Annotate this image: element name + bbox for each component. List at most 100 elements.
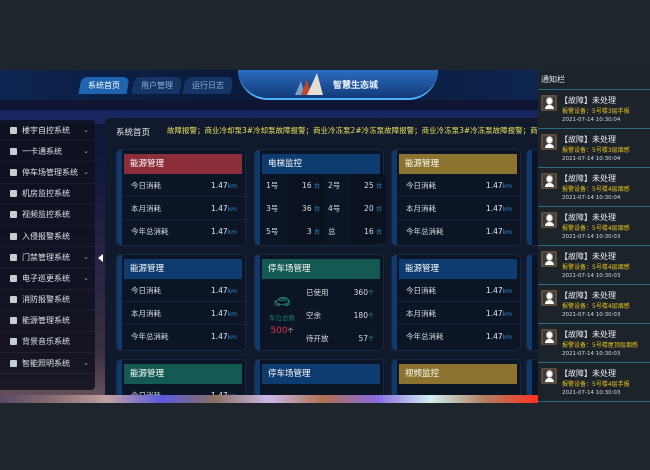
tab-users[interactable]: 用户管理 (131, 77, 183, 94)
energy-row: 本月消耗 1.47km (397, 302, 520, 325)
camera-icon (10, 211, 17, 219)
chevron-down-icon[interactable]: ⌄ (83, 253, 89, 262)
sidebar-item[interactable]: 视频监控系统 (0, 205, 95, 226)
home-icon (10, 190, 17, 198)
notification-item[interactable]: 【故障】未处理 报警设备：5号楼3层手报 2021-07-14 10:30:04 (538, 90, 650, 129)
chevron-down-icon[interactable]: ⌄ (83, 147, 89, 156)
notification-title: 通知栏 (538, 70, 650, 90)
elevator-grid: 1号 16 台 2号 25 台 3号 36 台 4号 20 台 5号 3 台总 16 台 (262, 174, 386, 243)
energy-row: 今年总消耗 1.47km (406, 227, 512, 236)
card-header: 能源管理 (399, 259, 517, 279)
dashboard-card[interactable] (527, 150, 538, 245)
notification-item[interactable]: 【故障】未处理 报警设备：5号楼4层手报 2021-07-14 10:30:03 (538, 363, 650, 402)
main-panel: 系统首页 故障报警；商业冷却泵3#冷却泵故障报警；商业冷冻泵2#冷冻泵故障报警；… (105, 118, 538, 400)
elevator-label: 3号 (266, 204, 279, 213)
sidebar-item[interactable]: 停车场管理系统 ⌄ (0, 162, 95, 184)
sidebar: 楼宇自控系统 ⌄ 一卡通系统 ⌄ 停车场管理系统 ⌄ 机房监控系统 视频监控系统 入侵报警系统门… (0, 120, 95, 390)
avatar-icon (541, 290, 557, 306)
elevator-label: 1号 (266, 181, 279, 190)
sidebar-item[interactable]: 门禁管理系统 ⌄ (0, 247, 95, 269)
notification-item[interactable]: 【故障】未处理 报警设备：5号楼4层烟感 2021-07-14 10:30:03 (538, 246, 650, 285)
sidebar-item[interactable]: 电子巡更系统 ⌄ (0, 268, 95, 290)
dashboard-card[interactable] (527, 255, 538, 350)
elevator-value: 16 台 (288, 174, 324, 197)
card-header: 停车场管理 (262, 364, 380, 384)
sidebar-item[interactable]: 智能照明系统 ⌄ (0, 353, 95, 375)
notification-item[interactable]: 【故障】未处理 报警设备：5号楼4层烟感 2021-07-14 10:30:03 (538, 207, 650, 246)
energy-row: 本月消耗 1.47km (397, 197, 520, 220)
avatar-icon (541, 173, 557, 189)
parking-row: 空余 180个 (306, 311, 374, 320)
parking-row: 已使用 360个 (306, 288, 374, 297)
energy-row: 今年总消耗 1.47km (131, 227, 237, 236)
notification-item[interactable]: 【故障】未处理 报警设备：5号楼3层烟感 2021-07-14 10:30:04 (538, 129, 650, 168)
sidebar-item[interactable]: 机房监控系统 (0, 184, 95, 205)
elevator-label: 5号 (266, 227, 279, 236)
energy-icon (10, 317, 17, 325)
dashboard-card[interactable]: 电梯监控 1号 16 台 2号 25 台 3号 36 台 4号 20 台 5号 3 台总 16 台 (255, 150, 386, 245)
brand-band: 智慧生态城 (238, 70, 438, 100)
notification-panel: 通知栏 【故障】未处理 报警设备：5号楼3层手报 2021-07-14 10:30:… (538, 70, 650, 403)
card-header: 能源管理 (399, 154, 517, 174)
elevator-label: 总 (328, 227, 336, 236)
notification-item[interactable]: 【故障】未处理 报警设备：5号楼4层烟感 2021-07-14 10:30:03 (538, 285, 650, 324)
warning-icon (10, 232, 17, 240)
energy-row: 本月消耗 1.47km (122, 197, 245, 220)
dashboard-card[interactable]: 视频监控 (392, 360, 520, 400)
card-header: 能源管理 (124, 364, 242, 384)
dashboard-card[interactable] (527, 360, 538, 400)
elevator-value: 25 台 (350, 174, 386, 197)
dashboard-card[interactable]: 停车场管理 🚗︎ 车位总数 500个 已使用 360个 空余 180个 待开放 57个 (255, 255, 383, 350)
tab-logs[interactable]: 运行日志 (182, 77, 234, 94)
card-icon (10, 147, 17, 155)
dashboard-card[interactable]: 停车场管理 (255, 360, 383, 400)
energy-row: 本月消耗 1.47km (122, 302, 245, 325)
parking-total: 500个 (270, 326, 294, 336)
header: 系统首页 用户管理 运行日志 智慧生态城 (0, 70, 538, 100)
avatar-icon (541, 329, 557, 345)
sidebar-item[interactable]: 入侵报警系统 (0, 226, 95, 248)
page-title: 系统首页 (116, 128, 151, 138)
music-icon (10, 338, 17, 346)
sidebar-item[interactable]: 背景音乐系统 (0, 332, 95, 354)
notification-item[interactable]: 【故障】未处理 报警设备：5号楼4层烟感 2021-07-14 10:30:04 (538, 168, 650, 207)
tab-home[interactable]: 系统首页 (78, 77, 130, 94)
chevron-down-icon[interactable]: ⌄ (83, 126, 89, 135)
collapse-sidebar-icon[interactable] (98, 254, 103, 262)
card-header: 停车场管理 (262, 259, 380, 279)
brand-title: 智慧生态城 (333, 81, 379, 91)
chevron-down-icon[interactable]: ⌄ (83, 168, 89, 177)
sidebar-item[interactable]: 消防报警系统 (0, 290, 95, 311)
sidebar-item[interactable]: 楼宇自控系统 ⌄ (0, 120, 95, 142)
bulb-icon (10, 359, 17, 367)
avatar-icon (541, 368, 557, 384)
logo-icon (295, 73, 323, 95)
elevator-value: 36 台 (288, 197, 324, 220)
elevator-value: 3 台 (288, 220, 324, 243)
parking-row: 待开放 57个 (306, 334, 374, 343)
sidebar-item[interactable]: 一卡通系统 ⌄ (0, 141, 95, 163)
card-header: 电梯监控 (262, 154, 380, 174)
avatar-icon (541, 95, 557, 111)
notification-item[interactable]: 【故障】未处理 报警设备：5号楼屋顶层烟感 2021-07-14 10:30:03 (538, 324, 650, 363)
chevron-down-icon[interactable]: ⌄ (83, 359, 89, 368)
fire-icon (10, 296, 17, 304)
avatar-icon (541, 212, 557, 228)
avatar-icon (541, 134, 557, 150)
chevron-down-icon[interactable]: ⌄ (83, 274, 89, 283)
elevator-value: 16 台 (350, 220, 386, 243)
sidebar-item[interactable]: 能源管理系统 (0, 311, 95, 332)
card-header: 能源管理 (124, 259, 242, 279)
building-icon (10, 126, 17, 134)
car-icon: 🚗︎ (273, 295, 291, 310)
background-reflection (0, 395, 538, 403)
car-icon (10, 168, 17, 176)
